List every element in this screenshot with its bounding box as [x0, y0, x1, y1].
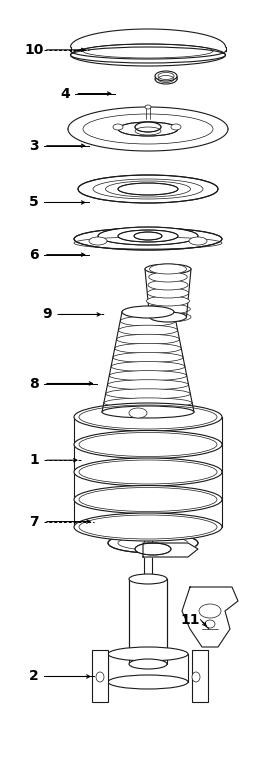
Ellipse shape [120, 316, 176, 326]
Text: 7: 7 [29, 515, 39, 528]
Ellipse shape [149, 272, 187, 282]
Ellipse shape [96, 672, 104, 682]
Text: 4: 4 [60, 87, 70, 100]
Polygon shape [68, 107, 228, 151]
Ellipse shape [89, 237, 107, 245]
Ellipse shape [106, 389, 190, 399]
Text: 2: 2 [29, 670, 39, 683]
Ellipse shape [199, 604, 221, 618]
Ellipse shape [98, 227, 198, 245]
Ellipse shape [205, 620, 215, 628]
Ellipse shape [129, 408, 147, 418]
Text: 6: 6 [29, 248, 39, 262]
Ellipse shape [145, 105, 151, 109]
Ellipse shape [144, 537, 152, 541]
Ellipse shape [108, 380, 188, 390]
Ellipse shape [146, 296, 189, 306]
Ellipse shape [102, 406, 194, 418]
Text: 1: 1 [29, 453, 39, 467]
Ellipse shape [189, 237, 207, 245]
Bar [192, 650, 208, 702]
Ellipse shape [74, 430, 222, 459]
Text: 3: 3 [29, 139, 39, 153]
Ellipse shape [118, 183, 178, 195]
Ellipse shape [113, 124, 123, 130]
Ellipse shape [74, 403, 222, 431]
Text: 10: 10 [24, 43, 44, 57]
Ellipse shape [111, 361, 185, 371]
Ellipse shape [118, 325, 178, 335]
Ellipse shape [104, 398, 192, 408]
Ellipse shape [145, 312, 191, 322]
Ellipse shape [135, 122, 161, 132]
Ellipse shape [108, 675, 188, 689]
Ellipse shape [74, 458, 222, 486]
Ellipse shape [171, 124, 181, 130]
Ellipse shape [118, 122, 178, 136]
Ellipse shape [118, 230, 178, 242]
Ellipse shape [135, 543, 171, 555]
Polygon shape [143, 543, 198, 557]
Ellipse shape [145, 264, 191, 274]
Ellipse shape [74, 513, 222, 541]
Ellipse shape [78, 175, 218, 203]
Text: 9: 9 [42, 308, 52, 321]
Ellipse shape [144, 577, 152, 581]
Bar [108, 654, 188, 682]
Ellipse shape [155, 74, 177, 84]
Ellipse shape [129, 659, 167, 669]
Ellipse shape [158, 73, 174, 80]
Ellipse shape [117, 334, 180, 344]
Ellipse shape [74, 486, 222, 513]
Text: 8: 8 [29, 377, 39, 390]
Bar [129, 579, 167, 664]
Ellipse shape [74, 228, 222, 250]
Ellipse shape [109, 370, 187, 380]
Ellipse shape [115, 344, 181, 354]
Ellipse shape [192, 672, 200, 682]
Ellipse shape [108, 647, 188, 661]
Ellipse shape [148, 280, 188, 290]
Ellipse shape [113, 353, 183, 363]
Ellipse shape [122, 307, 174, 317]
Ellipse shape [150, 312, 187, 322]
Text: 5: 5 [29, 196, 39, 209]
Ellipse shape [147, 288, 189, 298]
Bar [92, 650, 108, 702]
Ellipse shape [150, 264, 187, 274]
Ellipse shape [134, 232, 162, 240]
Ellipse shape [122, 306, 174, 318]
Ellipse shape [70, 44, 226, 66]
Ellipse shape [146, 304, 190, 314]
Ellipse shape [108, 533, 198, 553]
Ellipse shape [155, 71, 177, 81]
Ellipse shape [129, 574, 167, 584]
Polygon shape [182, 587, 238, 647]
Text: 11: 11 [181, 613, 200, 627]
Ellipse shape [102, 407, 194, 417]
